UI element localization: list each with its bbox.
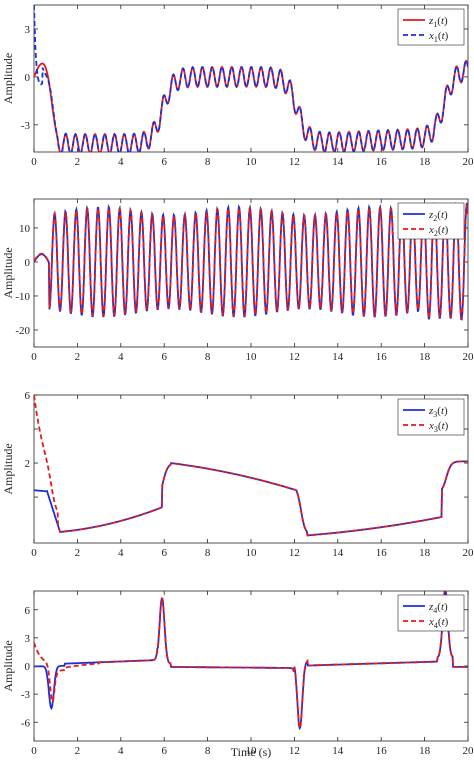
- x-tick-label: 2: [75, 745, 81, 757]
- x-tick-label: 14: [332, 156, 344, 168]
- x-tick-label: 4: [118, 351, 124, 363]
- y-axis-label: Amplitude: [1, 443, 15, 494]
- y-tick-label: 0: [25, 72, 31, 84]
- chart-panel-3: 0 2 4 6 8 10 12 14 16 18 20 2 6 Amplitude z3(t)x3(t): [1, 390, 474, 559]
- legend: z3(t)x3(t): [397, 398, 465, 436]
- x-axis-label: Time (s): [231, 745, 272, 759]
- x-tick-label: 6: [161, 745, 167, 757]
- y-tick-label: 0: [25, 257, 31, 269]
- legend-box: [397, 398, 465, 436]
- x-tick-label: 16: [376, 351, 388, 363]
- x-tick-label: 8: [205, 351, 211, 363]
- x-tick-label: 14: [332, 745, 344, 757]
- x-tick-label: 20: [463, 745, 474, 757]
- x-tick-label: 0: [31, 547, 37, 559]
- x-tick-label: 6: [161, 351, 167, 363]
- x-tick-label: 8: [205, 745, 211, 757]
- legend-box: [397, 8, 465, 46]
- x-tick-label: 18: [419, 351, 431, 363]
- x-tick-label: 10: [246, 745, 258, 757]
- x-tick-label: 6: [161, 156, 167, 168]
- x-tick-label: 16: [376, 547, 388, 559]
- x-tick-label: 0: [31, 745, 37, 757]
- y-tick-label: 6: [25, 390, 31, 402]
- legend: z2(t)x2(t): [397, 202, 465, 240]
- chart-panel-1: 0 2 4 6 8 10 12 14 16 18 20 -3 0 3 Amplitude z1(t)x1(t): [1, 4, 474, 168]
- x-tick-label: 6: [161, 547, 167, 559]
- x-tick-label: 4: [118, 547, 124, 559]
- legend-label: x2(t): [428, 224, 449, 238]
- legend-label: x3(t): [428, 420, 449, 434]
- x-tick-label: 14: [332, 547, 344, 559]
- y-tick-label: -20: [15, 325, 30, 337]
- legend-label: x1(t): [428, 30, 449, 44]
- series-line-x1: [34, 5, 468, 152]
- x-tick-label: 4: [118, 745, 124, 757]
- x-tick-label: 10: [246, 156, 258, 168]
- y-tick-label: -3: [21, 689, 31, 701]
- y-tick-label: 2: [25, 458, 31, 470]
- y-tick-label: -10: [15, 291, 30, 303]
- y-tick-label: 10: [19, 223, 31, 235]
- x-tick-label: 16: [376, 156, 388, 168]
- series-line-z1: [34, 59, 468, 152]
- x-tick-label: 20: [463, 547, 474, 559]
- legend: z1(t)x1(t): [397, 8, 465, 46]
- x-tick-label: 2: [75, 547, 81, 559]
- y-tick-label: 3: [25, 633, 31, 645]
- x-tick-label: 18: [419, 745, 431, 757]
- legend: z4(t)x4(t): [397, 594, 465, 632]
- x-tick-label: 10: [246, 351, 258, 363]
- legend-label: z3(t): [428, 405, 448, 419]
- x-tick-label: 0: [31, 156, 37, 168]
- y-axis-label: Amplitude: [1, 53, 15, 104]
- y-tick-label: -6: [21, 717, 31, 729]
- x-tick-label: 2: [75, 351, 81, 363]
- x-tick-label: 14: [332, 351, 344, 363]
- legend-label: z2(t): [428, 209, 448, 223]
- series-line-x3: [34, 395, 468, 537]
- x-tick-label: 18: [419, 547, 431, 559]
- chart-panel-4: 0 2 4 6 8 10 12 14 16 18 20 -6 -3 0 3 6 Amplitude Time (s…: [1, 590, 474, 759]
- x-tick-label: 4: [118, 156, 124, 168]
- y-axis-label: Amplitude: [1, 247, 15, 298]
- x-tick-label: 8: [205, 156, 211, 168]
- x-tick-label: 12: [289, 547, 300, 559]
- x-tick-label: 12: [289, 156, 300, 168]
- legend-box: [397, 202, 465, 240]
- x-tick-label: 10: [246, 547, 258, 559]
- legend-box: [397, 594, 465, 632]
- legend-label: z4(t): [428, 601, 448, 615]
- x-tick-label: 2: [75, 156, 81, 168]
- x-tick-label: 12: [289, 351, 300, 363]
- chart-panel-2: 0 2 4 6 8 10 12 14 16 18 20 -20 -10 0 10 Amplitude z2(t)…: [1, 198, 474, 363]
- y-tick-label: 0: [25, 661, 31, 673]
- y-tick-label: 3: [25, 24, 31, 36]
- y-axis-label: Amplitude: [1, 640, 15, 691]
- x-tick-label: 0: [31, 351, 37, 363]
- y-tick-label: -3: [21, 120, 31, 132]
- legend-label: z1(t): [428, 15, 448, 29]
- x-tick-label: 8: [205, 547, 211, 559]
- x-tick-label: 20: [463, 351, 474, 363]
- x-tick-label: 12: [289, 745, 300, 757]
- x-tick-label: 20: [463, 156, 474, 168]
- y-tick-label: 6: [25, 605, 31, 617]
- x-tick-label: 16: [376, 745, 388, 757]
- x-tick-label: 18: [419, 156, 431, 168]
- series-line-x4: [34, 591, 468, 731]
- legend-label: x4(t): [428, 616, 449, 630]
